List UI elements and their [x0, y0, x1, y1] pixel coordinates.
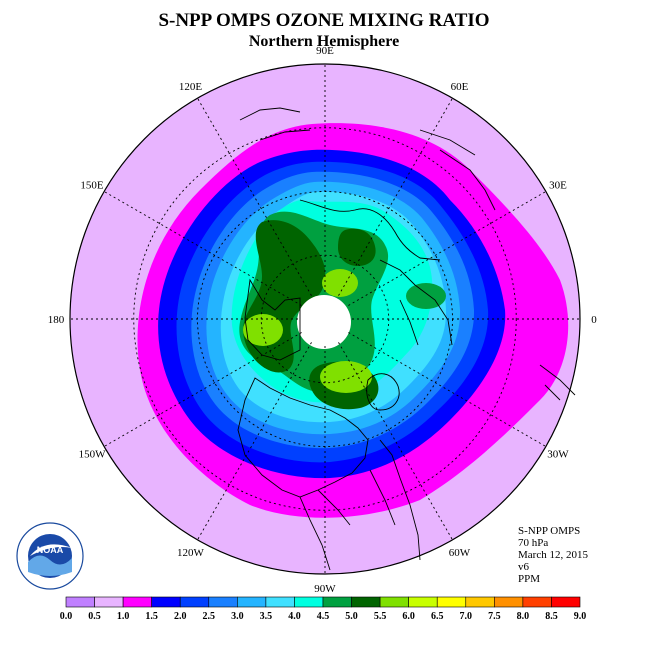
colorbar-tick-label: 4.0	[288, 611, 301, 622]
meridian-line	[338, 342, 453, 541]
colorbar-tick-label: 3.5	[260, 611, 273, 622]
colorbar-tick-label: 5.0	[345, 611, 358, 622]
colorbar-swatch	[208, 596, 238, 608]
meridian-line	[197, 97, 312, 296]
graticule	[70, 64, 580, 574]
longitude-label: 60E	[451, 81, 469, 93]
colorbar-swatch	[65, 596, 95, 608]
longitude-label: 180	[48, 314, 65, 326]
colorbar-tick-label: 0.0	[60, 611, 73, 622]
longitude-label: 30E	[549, 180, 567, 192]
colorbar-tick-label: 3.0	[231, 611, 244, 622]
colorbar-tick-label: 4.5	[317, 611, 330, 622]
colorbar-tick-label: 1.5	[145, 611, 158, 622]
info-level: 70 hPa	[518, 537, 548, 549]
meridian-line	[348, 191, 547, 306]
map-title: S-NPP OMPS OZONE MIXING RATIO	[158, 10, 489, 31]
colorbar-tick-label: 8.5	[545, 611, 558, 622]
colorbar-swatch	[522, 596, 552, 608]
longitude-label: 0	[591, 314, 597, 326]
longitude-label: 150W	[79, 449, 107, 461]
contour-5.5-6.0-b	[322, 269, 358, 297]
info-units: PPM	[518, 573, 540, 585]
colorbar-tick-label: 6.5	[431, 611, 444, 622]
meridian-line	[197, 342, 312, 541]
colorbar-swatch	[551, 596, 581, 608]
parallel-circle	[197, 191, 453, 447]
meridian-line	[103, 191, 302, 306]
longitude-label: 90E	[316, 45, 334, 57]
colorbar-swatch	[94, 596, 124, 608]
meridian-line	[103, 332, 302, 447]
colorbar-swatch	[379, 596, 409, 608]
colorbar-tick-label: 2.0	[174, 611, 187, 622]
colorbar-swatch	[494, 596, 524, 608]
parallel-circle	[260, 254, 390, 384]
colorbar-swatch	[351, 596, 381, 608]
noaa-logo-text: NOAA	[37, 545, 64, 555]
meridian-line	[348, 332, 547, 447]
colorbar-swatch	[265, 596, 295, 608]
longitude-label: 30W	[547, 449, 569, 461]
colorbar-tick-label: 7.5	[488, 611, 501, 622]
contour-4.5-5.0-b	[406, 283, 446, 309]
info-date: March 12, 2015	[518, 549, 588, 561]
info-version: v6	[518, 561, 530, 573]
colorbar-swatch	[465, 596, 495, 608]
colorbar-swatch	[294, 596, 324, 608]
contour-5.5-6.0-c	[320, 361, 372, 393]
colorbar-tick-label: 8.0	[517, 611, 530, 622]
contour-5.5-6.0-a	[243, 314, 283, 346]
colorbar-swatch	[151, 596, 181, 608]
colorbar-swatch	[237, 596, 267, 608]
info-instrument: S-NPP OMPS	[518, 525, 580, 537]
parallel-circle	[133, 127, 517, 511]
polar-no-data	[297, 295, 351, 349]
colorbar-swatch	[179, 596, 210, 608]
longitude-labels: 90E 60E 30E 0 30W 60W 90W 120W 150W 180 150E 120E	[48, 45, 598, 595]
meridian-line	[338, 97, 453, 296]
map-subtitle: Northern Hemisphere	[249, 33, 399, 50]
colorbar-tick-label: 2.5	[203, 611, 216, 622]
colorbar-tick-label: 5.5	[374, 611, 387, 622]
info-block: S-NPP OMPS 70 hPa March 12, 2015 v6 PPM	[518, 525, 588, 585]
longitude-label: 60W	[449, 547, 471, 559]
colorbar-tick-label: 7.0	[460, 611, 473, 622]
longitude-label: 120W	[177, 547, 205, 559]
longitude-label: 90W	[314, 583, 336, 595]
longitude-label: 150E	[80, 180, 104, 192]
colorbar-swatch	[322, 596, 352, 608]
contour-5.0-5.5-b	[338, 228, 376, 266]
colorbar-tick-label: 1.0	[117, 611, 130, 622]
noaa-logo: NOAA	[16, 522, 84, 590]
colorbar-swatch	[436, 596, 467, 608]
colorbar: 0.0 0.5 1.0 1.5 2.0 2.5 3.0 3.5 4.0 4.5 5.0 5.5 6.0 6…	[60, 596, 587, 622]
map-boundary	[69, 63, 581, 575]
ozone-field	[70, 64, 580, 574]
colorbar-tick-label: 9.0	[574, 611, 587, 622]
colorbar-swatch	[122, 596, 152, 608]
colorbar-tick-label: 0.5	[88, 611, 101, 622]
longitude-label: 120E	[179, 81, 203, 93]
colorbar-swatch	[408, 596, 438, 608]
colorbar-tick-label: 6.0	[402, 611, 415, 622]
